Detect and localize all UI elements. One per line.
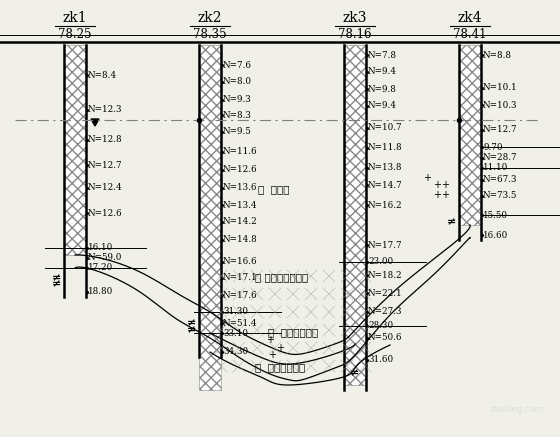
Text: ≠: ≠: [187, 325, 197, 335]
Text: 17.20: 17.20: [88, 264, 113, 273]
Text: zhulong.com: zhulong.com: [490, 406, 544, 415]
Text: N=13.6: N=13.6: [223, 184, 258, 193]
Bar: [64, 45, 86, 255]
Text: N=17.7: N=17.7: [368, 240, 403, 250]
Text: ③  强风化花岗岩: ③ 强风化花岗岩: [268, 329, 318, 337]
Text: zk4: zk4: [458, 11, 482, 25]
Text: N=28.7: N=28.7: [483, 153, 517, 163]
Text: 16.10: 16.10: [88, 243, 113, 253]
Text: ≠: ≠: [52, 279, 62, 289]
Text: N=12.4: N=12.4: [88, 184, 123, 193]
Text: N=9.4: N=9.4: [368, 101, 397, 111]
Text: 11.10: 11.10: [483, 163, 508, 173]
Text: N=9.8: N=9.8: [368, 84, 397, 94]
Text: 33.10: 33.10: [223, 329, 248, 337]
Text: N=8.0: N=8.0: [223, 77, 252, 87]
Text: N=10.1: N=10.1: [483, 83, 517, 93]
Text: N=14.2: N=14.2: [223, 218, 258, 226]
Text: N=7.6: N=7.6: [223, 60, 252, 69]
Text: N=12.3: N=12.3: [88, 105, 123, 114]
Text: N=14.8: N=14.8: [223, 236, 258, 244]
Text: 15.50: 15.50: [483, 211, 508, 219]
Text: N=73.5: N=73.5: [483, 191, 517, 201]
Text: N=17.1: N=17.1: [223, 274, 258, 282]
Text: N=17.6: N=17.6: [223, 291, 258, 299]
Text: zk1: zk1: [63, 11, 87, 25]
Text: N=12.8: N=12.8: [88, 135, 123, 145]
Polygon shape: [91, 119, 99, 126]
Text: N=7.8: N=7.8: [368, 51, 397, 59]
Text: N=51.4: N=51.4: [223, 319, 258, 327]
Bar: [459, 45, 481, 225]
Text: +: +: [441, 190, 449, 200]
Text: ≠: ≠: [351, 368, 360, 378]
Text: 78.35: 78.35: [193, 28, 227, 42]
Text: +: +: [441, 180, 449, 190]
Text: N=12.6: N=12.6: [223, 166, 258, 174]
Text: N=9.5: N=9.5: [223, 128, 252, 136]
Text: +: +: [268, 350, 276, 360]
Text: ≠: ≠: [52, 273, 62, 283]
Text: N=11.6: N=11.6: [223, 148, 258, 156]
Text: N=27.3: N=27.3: [368, 308, 403, 316]
Text: N=9.3: N=9.3: [223, 96, 252, 104]
Text: N=8.8: N=8.8: [483, 51, 512, 59]
Text: N=16.6: N=16.6: [223, 257, 258, 267]
Bar: [344, 45, 366, 385]
Text: ≠: ≠: [187, 318, 197, 328]
Text: ①  素填土: ① 素填土: [258, 185, 290, 194]
Text: 18.80: 18.80: [88, 288, 113, 296]
Text: 31.30: 31.30: [223, 308, 248, 316]
Text: N=16.2: N=16.2: [368, 201, 403, 209]
Text: +: +: [423, 173, 431, 183]
Text: ④  中风化花岗岩: ④ 中风化花岗岩: [255, 364, 305, 372]
Text: ≠: ≠: [447, 217, 457, 227]
Text: N=13.4: N=13.4: [223, 201, 258, 209]
Text: N=12.7: N=12.7: [88, 160, 123, 170]
Text: +: +: [433, 180, 441, 190]
Text: 9.70: 9.70: [483, 142, 502, 152]
Text: N=11.8: N=11.8: [368, 143, 403, 153]
Text: N=10.3: N=10.3: [483, 101, 517, 110]
Text: N=8.4: N=8.4: [88, 70, 117, 80]
Text: N=9.4: N=9.4: [368, 67, 397, 76]
Text: zk3: zk3: [343, 11, 367, 25]
Text: 28.30: 28.30: [368, 322, 393, 330]
Text: 78.25: 78.25: [58, 28, 92, 42]
Text: 23.00: 23.00: [368, 257, 393, 267]
Text: N=12.7: N=12.7: [483, 125, 517, 135]
Text: N=22.1: N=22.1: [368, 288, 403, 298]
Text: N=59.0: N=59.0: [88, 253, 123, 263]
Text: +: +: [276, 343, 284, 353]
Text: N=14.7: N=14.7: [368, 180, 403, 190]
Bar: [199, 45, 221, 390]
Text: 78.41: 78.41: [453, 28, 487, 42]
Text: ② 冲积砂质粘性土: ② 冲积砂质粘性土: [255, 274, 308, 282]
Text: N=50.6: N=50.6: [368, 333, 403, 343]
Text: N=12.6: N=12.6: [88, 208, 123, 218]
Text: 78.16: 78.16: [338, 28, 372, 42]
Text: N=10.7: N=10.7: [368, 124, 403, 132]
Text: 16.60: 16.60: [483, 230, 508, 239]
Text: N=13.8: N=13.8: [368, 163, 403, 173]
Text: N=18.2: N=18.2: [368, 271, 403, 280]
Text: N=67.3: N=67.3: [483, 176, 517, 184]
Text: +: +: [433, 190, 441, 200]
Text: N=8.3: N=8.3: [223, 111, 252, 119]
Text: +: +: [266, 335, 274, 345]
Text: 34.30: 34.30: [223, 347, 248, 357]
Text: 31.60: 31.60: [368, 356, 393, 364]
Text: zk2: zk2: [198, 11, 222, 25]
